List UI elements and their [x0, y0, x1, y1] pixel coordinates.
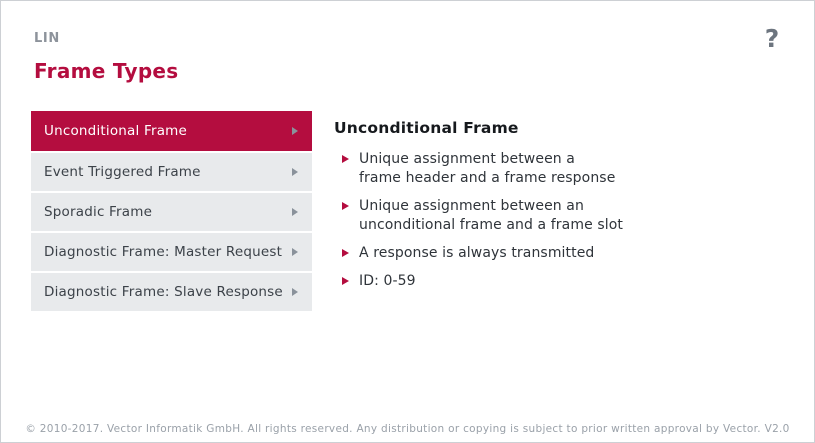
chevron-right-icon — [292, 127, 298, 135]
list-item: Unique assignment between a frame header… — [342, 150, 694, 188]
menu-item-sporadic-frame[interactable]: Sporadic Frame — [31, 193, 312, 231]
frame-type-menu: Unconditional Frame Event Triggered Fram… — [31, 111, 312, 311]
menu-item-unconditional-frame[interactable]: Unconditional Frame — [31, 111, 312, 151]
bullet-list: Unique assignment between a frame header… — [334, 150, 694, 291]
chevron-right-icon — [292, 208, 298, 216]
lesson-category-label: LIN — [34, 31, 60, 46]
list-item: Unique assignment between an uncondition… — [342, 197, 694, 235]
question-mark-icon: ? — [764, 24, 780, 53]
menu-item-label: Diagnostic Frame: Slave Response — [44, 284, 283, 300]
triangle-right-icon — [342, 202, 349, 210]
triangle-right-icon — [342, 277, 349, 285]
triangle-right-icon — [342, 249, 349, 257]
bullet-text: Unique assignment between an uncondition… — [359, 198, 623, 233]
content-heading: Unconditional Frame — [334, 119, 519, 137]
list-item: A response is always transmitted — [342, 244, 694, 263]
copyright-footer: © 2010-2017. Vector Informatik GmbH. All… — [25, 423, 790, 435]
list-item: ID: 0-59 — [342, 272, 694, 291]
triangle-right-icon — [342, 155, 349, 163]
menu-item-diagnostic-slave-response[interactable]: Diagnostic Frame: Slave Response — [31, 273, 312, 311]
help-button[interactable]: ? — [756, 23, 788, 55]
menu-item-diagnostic-master-request[interactable]: Diagnostic Frame: Master Request — [31, 233, 312, 271]
menu-item-label: Event Triggered Frame — [44, 164, 201, 180]
chevron-right-icon — [292, 248, 298, 256]
page-title: Frame Types — [34, 59, 179, 83]
bullet-text: A response is always transmitted — [359, 245, 595, 261]
content-panel: Unconditional Frame Unique assignment be… — [334, 119, 694, 300]
bullet-text: Unique assignment between a frame header… — [359, 151, 616, 186]
bullet-text: ID: 0-59 — [359, 273, 416, 289]
menu-item-label: Diagnostic Frame: Master Request — [44, 244, 283, 260]
chevron-right-icon — [292, 168, 298, 176]
menu-item-label: Unconditional Frame — [44, 123, 188, 139]
menu-item-label: Sporadic Frame — [44, 204, 153, 220]
menu-item-event-triggered-frame[interactable]: Event Triggered Frame — [31, 153, 312, 191]
chevron-right-icon — [292, 288, 298, 296]
